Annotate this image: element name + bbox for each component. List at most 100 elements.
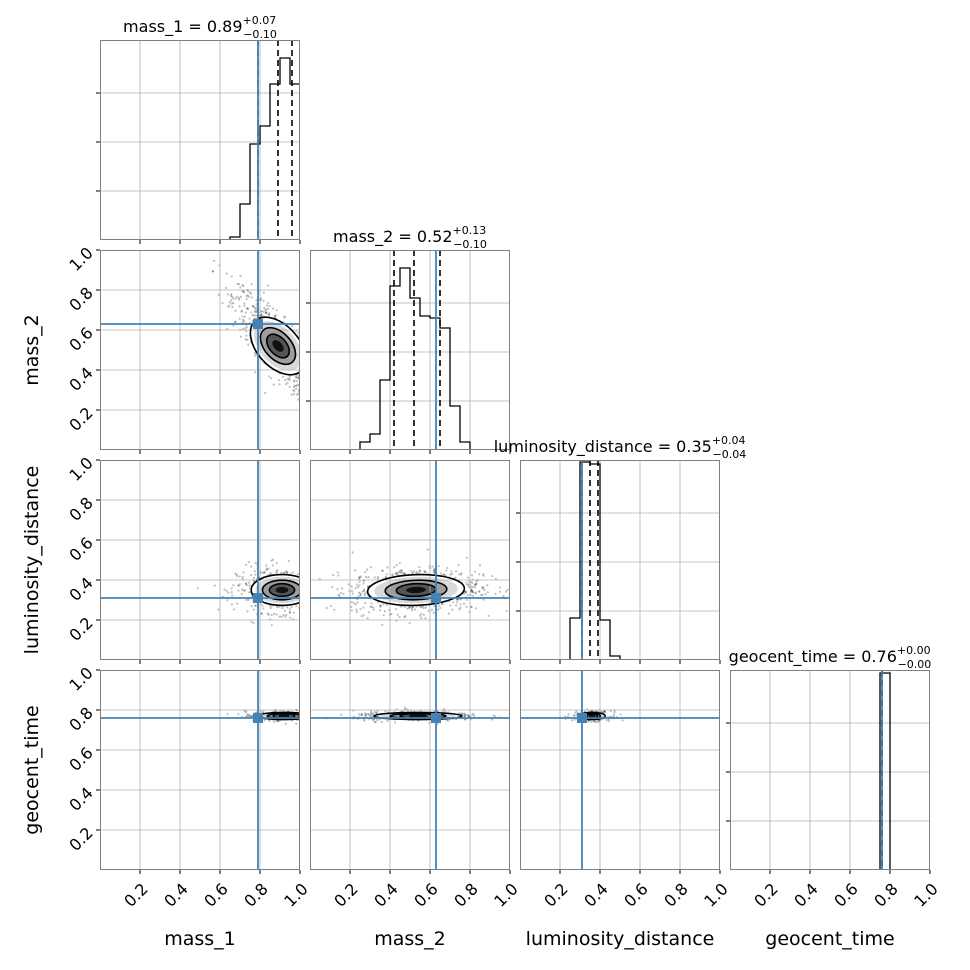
sample-point [238, 575, 241, 578]
sample-point [253, 354, 256, 357]
x-tick-label: 0.8 [450, 879, 481, 910]
sample-point [370, 605, 373, 608]
sample-point [403, 616, 406, 619]
sample-point [236, 282, 239, 286]
axes-mass_2-mass_2 [306, 250, 511, 454]
title-lower: −0.00 [898, 658, 932, 671]
sample-point [456, 601, 459, 604]
y-axis-label-luminosity_distance: luminosity_distance [21, 466, 43, 655]
sample-point [490, 718, 494, 721]
sample-point [323, 368, 325, 370]
sample-point [319, 603, 321, 605]
sample-point [472, 712, 475, 716]
sample-point [376, 577, 379, 580]
sample-point [301, 716, 303, 718]
sample-point [307, 358, 309, 360]
sample-point [306, 369, 308, 371]
sample-point [269, 606, 273, 610]
y-tick-label: 0.6 [65, 743, 96, 774]
sample-point [316, 398, 318, 400]
sample-point [243, 315, 246, 318]
sample-point [473, 586, 477, 589]
sample-point [318, 601, 320, 603]
sample-point [304, 588, 306, 590]
sample-point [302, 597, 304, 599]
contour-line [384, 579, 448, 601]
sample-point [458, 598, 462, 601]
sample-point [307, 384, 309, 386]
sample-point [465, 581, 468, 584]
sample-point [438, 604, 441, 608]
sample-point [418, 569, 421, 572]
sample-point [305, 601, 307, 603]
sample-point [284, 378, 287, 382]
sample-point [480, 593, 483, 596]
grid-mass_2-mass_1 [100, 250, 300, 450]
truth-marker [253, 713, 263, 723]
axes-luminosity_distance-mass_2 [310, 460, 511, 664]
sample-point [463, 714, 467, 717]
sample-point [470, 605, 473, 609]
sample-point [301, 717, 303, 719]
sample-point [320, 602, 322, 604]
sample-point [228, 304, 231, 307]
sample-point [245, 598, 248, 602]
sample-point [295, 722, 298, 725]
sample-point [305, 595, 307, 597]
sample-point [473, 584, 476, 587]
sample-point [358, 576, 361, 579]
sample-point [329, 715, 331, 717]
contours-mass_1-luminosity_distance [250, 573, 300, 607]
sample-point [317, 375, 319, 377]
sample-point [478, 564, 482, 567]
sample-point [323, 586, 325, 588]
sample-point [394, 607, 398, 611]
sample-point [319, 395, 321, 397]
sample-point [248, 317, 251, 320]
sample-point [369, 566, 373, 569]
sample-point [250, 311, 253, 314]
sample-point [241, 315, 244, 318]
sample-point [436, 722, 439, 726]
sample-point [276, 606, 279, 609]
sample-point [390, 612, 393, 616]
sample-point [595, 720, 598, 724]
sample-point [494, 592, 497, 596]
sample-point [245, 334, 248, 337]
sample-point [283, 315, 287, 318]
sample-point [317, 563, 319, 565]
sample-point [492, 714, 495, 717]
sample-point [424, 606, 427, 609]
sample-point [246, 307, 250, 310]
sample-point [420, 616, 423, 620]
sample-point [213, 584, 216, 587]
sample-point [360, 712, 363, 715]
sample-point [339, 417, 341, 419]
sample-point [329, 719, 331, 721]
sample-point [302, 584, 304, 586]
sample-point [318, 566, 320, 568]
sample-point [396, 613, 399, 616]
axes-frame [310, 670, 510, 870]
sample-point [454, 570, 458, 573]
sample-point [464, 591, 467, 594]
sample-point [304, 369, 306, 371]
sample-point [247, 290, 250, 293]
sample-point [359, 608, 362, 611]
sample-point [306, 573, 308, 575]
sample-point [396, 573, 399, 576]
contour-line [250, 573, 300, 607]
sample-point [574, 711, 577, 714]
sample-point [355, 583, 358, 586]
sample-point [378, 718, 382, 721]
x-tick-label: 1.0 [490, 879, 521, 910]
sample-point [322, 364, 324, 366]
sample-point [265, 311, 268, 314]
sample-point [247, 581, 250, 584]
sample-point [273, 720, 276, 723]
sample-point [303, 382, 305, 384]
histogram-mass_1 [100, 57, 300, 240]
sample-point [265, 311, 268, 314]
sample-point [454, 604, 458, 607]
sample-point [348, 410, 350, 412]
